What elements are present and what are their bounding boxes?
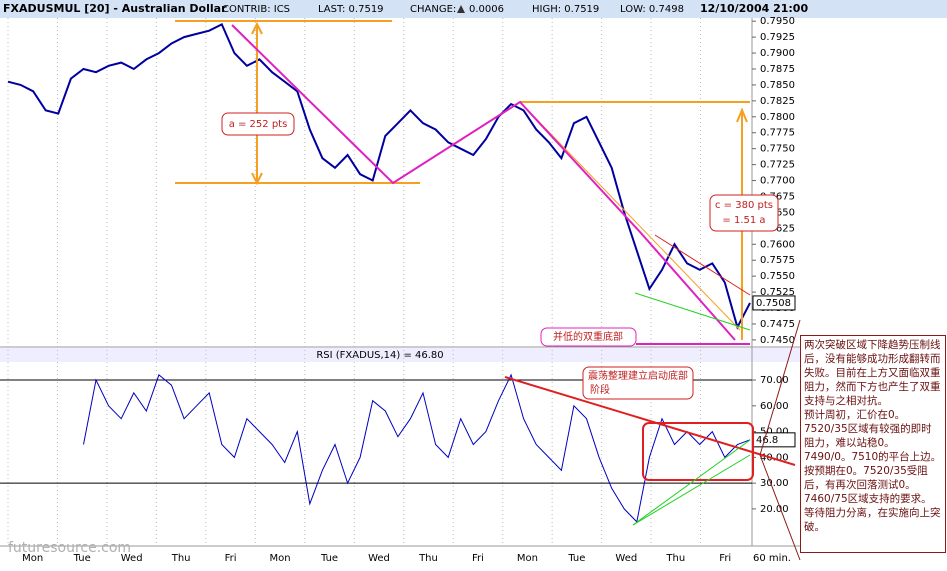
x-unit: 60 min. [753,553,791,564]
x-tick-label: Tue [320,553,338,564]
x-tick-label: Mon [517,553,538,564]
y-tick-label: 0.7900 [760,48,795,59]
annotation: 并低的双重底部 [553,330,623,343]
rsi-title: RSI (FXADUS,14) = 46.80 [316,350,443,361]
y-tick-label: 50.00 [760,427,789,438]
note-text: 两次突破区域下降趋势压制线后，没有能够成功形成翻转而失败。目前在上方又面临双重阻… [804,339,941,407]
last-value-label: 46.8 [756,435,778,446]
x-tick-label: Mon [22,553,43,564]
datetime: 12/10/2004 21:00 [700,2,808,15]
annotation: = 1.51 a [722,215,765,226]
x-tick-label: Tue [73,553,91,564]
y-tick-label: 0.7775 [760,128,795,139]
annotation: 阶段 [590,383,610,396]
y-tick-label: 20.00 [760,504,789,515]
y-tick-label: 0.7575 [760,255,795,266]
x-tick-label: Thu [418,553,438,564]
last-value-box [752,295,796,311]
x-tick-label: Fri [225,553,237,564]
support-trend [634,292,751,331]
y-tick-label: 70.00 [760,375,789,386]
last-value-label: 0.7508 [756,298,791,309]
annotations: a = 252 pts c = 380 pts = 1.51 a 并低的双重底部震荡整… [175,20,801,561]
high: HIGH: 0.7519 [532,4,599,15]
y-tick-label: 0.7875 [760,64,795,75]
x-tick-label: Tue [567,553,585,564]
y-tick-label: 0.7600 [760,239,795,250]
y-tick-label: 0.7950 [760,16,795,27]
abc-lines [231,24,736,341]
x-tick-label: Wed [368,553,390,564]
y-tick-label: 0.7925 [760,32,795,43]
annotation: a = 252 pts [229,119,288,130]
symbol: FXADUSMUL [20] - Australian Dollar [3,2,227,15]
rsi-box [642,422,754,481]
note-text: 预计周初，汇价在0。7520/35区域有较强的即时阻力，难以站稳0。7490/0… [804,409,942,505]
target-arrow [736,107,748,123]
x-tick-label: Fri [719,553,731,564]
note-text: 等待阻力分离，在实施向上突破。 [804,507,941,533]
change-value: 0.0006 [469,4,504,15]
x-tick-label: Wed [615,553,637,564]
change: CHANGE: [410,4,456,15]
rsi-up-trend2 [632,454,751,526]
watermark: futuresource.com [8,540,131,556]
y-tick-label: 0.7700 [760,176,795,187]
measure-arrows [251,21,263,186]
rsi-note-box [582,366,694,400]
bottom-box [540,327,637,347]
x-tick-label: Wed [121,553,143,564]
rsi-up-trend [632,439,751,526]
channel-line [519,101,741,331]
y-tick-label: 0.7450 [760,335,795,346]
x-tick-label: Mon [270,553,291,564]
header-bar [0,0,947,18]
low: LOW: 0.7498 [620,4,684,15]
y-tick-label: 0.7675 [760,191,795,202]
y-tick-label: 0.7800 [760,112,795,123]
rsi-title-bar [0,348,812,362]
c-box [709,194,779,232]
rsi-down-trend [504,376,796,466]
x-tick-label: Thu [171,553,191,564]
x-tick-label: Thu [665,553,685,564]
series-line [7,23,751,330]
y-tick-label: 0.7825 [760,96,795,107]
y-tick-label: 0.7625 [760,223,795,234]
y-tick-label: 0.7525 [760,287,795,298]
y-tick-label: 0.7750 [760,144,795,155]
pointer [759,319,801,561]
note-box: 两次突破区域下降趋势压制线后，没有能够成功形成翻转而失败。目前在上方又面临双重阻… [800,335,946,553]
y-tick-label: 0.7725 [760,160,795,171]
down-trend [654,234,751,296]
y-tick-label: 0.7850 [760,80,795,91]
last: LAST: 0.7519 [318,4,384,15]
y-tick-label: 30.00 [760,478,789,489]
up-arrow [457,5,465,13]
annotation: c = 380 pts [715,200,773,211]
y-tick-label: 0.7550 [760,271,795,282]
series-line [83,373,751,523]
x-tick-label: Fri [472,553,484,564]
contrib: CONTRIB: ICS [222,4,290,15]
a-box [221,112,295,136]
annotation: 震荡整理建立启动底部 [588,369,688,382]
y-tick-label: 0.7475 [760,319,795,330]
